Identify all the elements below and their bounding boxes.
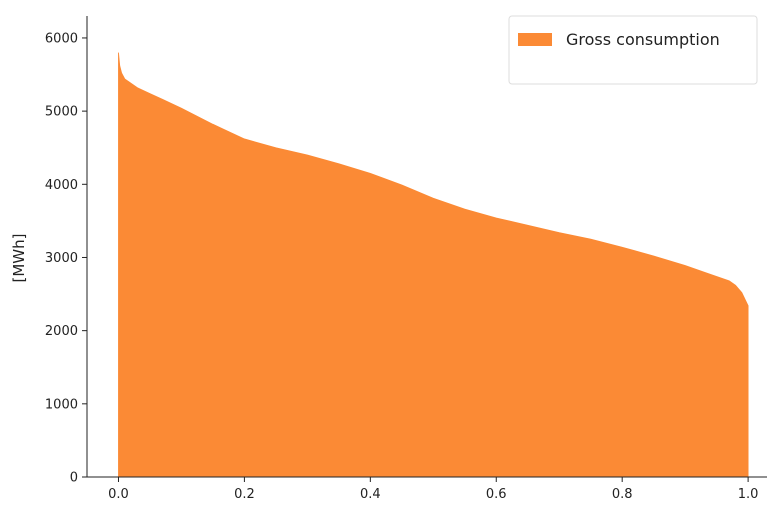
y-tick-label: 4000 — [45, 178, 78, 193]
x-tick-label: 0.4 — [360, 487, 381, 502]
legend: Gross consumption — [508, 15, 758, 85]
legend-swatch — [518, 33, 552, 46]
area-layer — [118, 52, 749, 478]
x-tick-label: 0.8 — [612, 487, 633, 502]
y-tick-label: 3000 — [45, 251, 78, 266]
y-tick-label: 1000 — [45, 397, 78, 412]
x-tick-label: 0.6 — [486, 487, 507, 502]
x-tick-label: 0.2 — [234, 487, 255, 502]
legend-label: Gross consumption — [566, 30, 720, 49]
y-tick-label: 6000 — [45, 31, 78, 46]
legend-frame — [508, 15, 758, 85]
x-tick-label: 1.0 — [738, 487, 759, 502]
y-axis-label: [MWh] — [10, 234, 28, 283]
y-tick-label: 2000 — [45, 324, 78, 339]
x-tick-label: 0.0 — [108, 487, 129, 502]
axes-layer: 0 1000 2000 3000 4000 5000 6000 0.0 0.2 0.4 0.6 0.8… — [45, 16, 767, 502]
y-tick-label: 0 — [70, 471, 78, 486]
area-series-0 — [118, 52, 749, 478]
y-tick-label: 5000 — [45, 105, 78, 120]
